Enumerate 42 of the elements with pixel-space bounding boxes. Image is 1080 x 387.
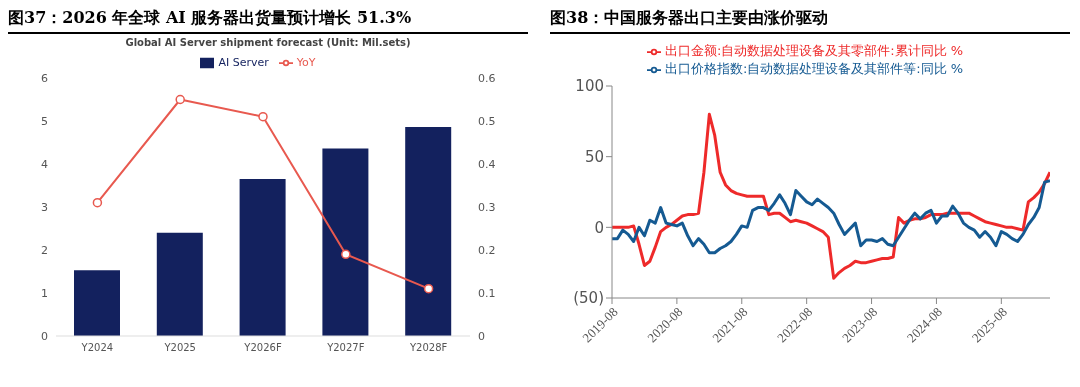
y-tick-label: 1: [41, 286, 48, 300]
y-tick-label: 2: [41, 243, 48, 257]
y2-tick-label: 0.2: [478, 243, 496, 257]
y2-tick-label: 0.5: [478, 114, 496, 128]
bar: [239, 179, 286, 336]
line-series: [612, 179, 1050, 255]
x-tick-label: Y2025: [163, 342, 196, 354]
bar: [156, 232, 203, 336]
y-tick-label: 5: [41, 114, 48, 128]
x-tick-label: Y2026F: [243, 342, 282, 354]
point: [175, 94, 185, 105]
y2-tick-label: 0.3: [478, 200, 496, 214]
bar: [405, 127, 452, 336]
legend-label: 出口金额:自动数据处理设备及其零部件:累计同比 %: [664, 43, 964, 58]
y2-tick-label: 0.1: [478, 286, 496, 300]
y-tick-label: 50: [584, 147, 604, 166]
y-tick-label: (50): [573, 289, 604, 308]
chart-title: 图38：中国服务器出口主要由涨价驱动: [550, 8, 1070, 34]
y-tick-label: 6: [41, 71, 48, 85]
y-tick-label: 3: [41, 200, 48, 214]
y-tick-label: 4: [41, 157, 48, 171]
y-tick-label: 0: [594, 218, 604, 237]
x-tick-label: Y2027F: [326, 342, 365, 354]
chart-title: 图37：2026 年全球 AI 服务器出货量预计增长 51.3%: [8, 8, 528, 34]
y2-tick-label: 0: [478, 329, 485, 343]
line-series: [612, 112, 1050, 280]
point: [341, 249, 351, 260]
legend-label: AI Server: [218, 56, 269, 69]
x-tick-label: Y2024: [80, 342, 114, 354]
point: [258, 111, 268, 122]
bar: [74, 270, 120, 336]
point: [423, 283, 434, 294]
legend-label: 出口价格指数:自动数据处理设备及其部件等:同比 %: [664, 61, 964, 76]
legend-label: YoY: [296, 56, 316, 69]
point: [92, 197, 103, 208]
chart-subtitle: Global AI Server shipment forecast (Unit: Mil.sets): [124, 37, 412, 48]
y-tick-label: 0: [41, 329, 48, 343]
y-tick-label: 100: [575, 77, 604, 96]
y2-tick-label: 0.4: [478, 157, 496, 171]
y2-tick-label: 0.6: [478, 71, 496, 85]
bar: [322, 148, 369, 336]
x-tick-label: Y2028F: [408, 342, 448, 354]
